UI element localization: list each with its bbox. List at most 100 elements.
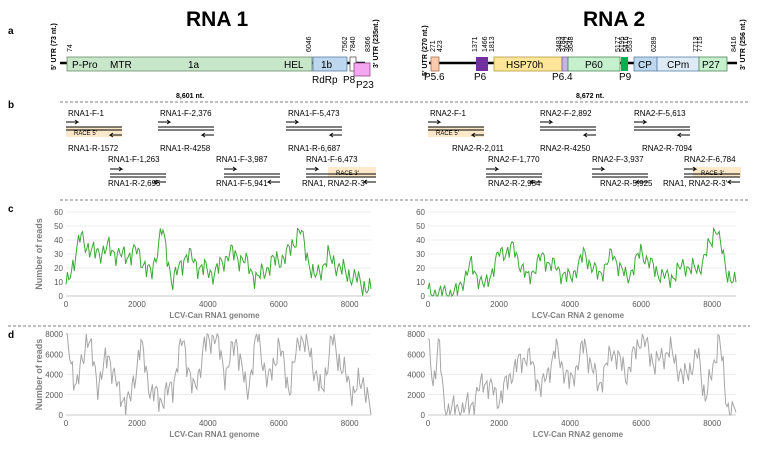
rna1-race5-label: RACE 5' [74, 131, 97, 137]
rna2-length: 8,672 nt. [576, 93, 604, 100]
chart-x-tick-label: 6000 [632, 300, 650, 309]
chart-y-tick-label: 4000 [45, 371, 63, 380]
rna2-tick-label: 7713 [693, 36, 700, 52]
rna2-tick-label: 3648 [568, 36, 575, 52]
rna2-tick-label: 5416 [623, 36, 630, 52]
chart-x-tick-label: 0 [426, 300, 431, 309]
rna2-tick-label: 7715 [697, 36, 704, 52]
rna1-utr3-label: 3' UTR (235nt.) [373, 19, 380, 68]
primer-reverse-arrow [470, 132, 484, 138]
p60-label: P60 [585, 60, 603, 71]
rna2-forward-primer-label: RNA2-F-5,613 [634, 109, 686, 118]
chart-y-tick-label: 30 [54, 250, 63, 259]
rna2-tick-label: 6289 [651, 36, 658, 52]
rna2-forward-primer-label: RNA2-F-1 [430, 109, 467, 118]
primer-reverse-arrow [328, 132, 342, 138]
rna2-forward-primer-label: RNA2-F-2,892 [540, 109, 592, 118]
primer-forward-arrow [486, 166, 500, 172]
rna2-tick-label: 1466 [482, 36, 489, 52]
chart-y-tick-label: 40 [416, 236, 425, 245]
orf1a-label-mtr: MTR [110, 60, 132, 71]
rna2-p60 [567, 56, 621, 72]
primer-forward-arrow [592, 166, 606, 172]
rna1-race3-box [328, 167, 376, 177]
chart-y-axis-label: Number of reads [34, 339, 44, 411]
primer-forward-arrow [110, 166, 124, 172]
rna2-tick-label: 3483 [556, 36, 563, 52]
primer-reverse-arrow [676, 132, 690, 138]
rna1-forward-primer-label: RNA1-F-2,376 [160, 109, 212, 118]
primer-forward-arrow [158, 119, 172, 125]
p64-label: P6.4 [552, 72, 573, 83]
rna1-forward-primer-label: RNA1-F-3,987 [216, 155, 268, 164]
primer-forward-arrow [286, 119, 300, 125]
primer-reverse-arrow [582, 132, 596, 138]
chart-x-tick-label: 4000 [561, 419, 579, 428]
rna2-p9 [621, 57, 628, 71]
rna2-reverse-primer-label: RNA2-R-4250 [540, 144, 591, 153]
chart-x-tick-label: 2000 [128, 419, 146, 428]
chart-y-tick-label: 10 [54, 278, 63, 287]
rna1-forward-primer-label: RNA1-F-6,473 [306, 155, 358, 164]
primer-reverse-arrow [266, 179, 280, 185]
chart-x-tick-label: 6000 [270, 419, 288, 428]
rna2-forward-primer-label: RNA2-F-1,770 [488, 155, 540, 164]
orf1a-label-1a: 1a [188, 60, 200, 71]
rna2-tick-label: 5177 [615, 36, 622, 52]
chart-series-line [427, 333, 737, 417]
rna2-p27 [698, 56, 728, 72]
rna1-orf1a [66, 56, 313, 72]
primer-forward-arrow [66, 119, 80, 125]
chart-x-tick-label: 6000 [270, 300, 288, 309]
rna2-tick-label: 423 [437, 40, 444, 52]
rna2-p64 [561, 56, 569, 72]
chart-x-tick-label: 8000 [341, 300, 359, 309]
chart-y-tick-label: 20 [54, 264, 63, 273]
chart-y-tick-label: 6000 [45, 350, 63, 359]
rna2-reverse-primer-label: RNA2-R-2,011 [452, 144, 504, 153]
p6-label: P6 [474, 72, 487, 83]
rna1-reverse-primer-label: RNA1-R-6,687 [288, 144, 341, 153]
chart-x-tick-label: 2000 [490, 300, 508, 309]
rdrp-label: RdRp [312, 75, 338, 86]
chart-x-tick-label: 0 [64, 300, 69, 309]
chart-y-tick-label: 50 [54, 222, 63, 231]
rna2-tick-label: 1371 [472, 36, 479, 52]
rna2-race3-box [693, 167, 741, 177]
chart-x-axis-label: LCV-Can RNA 2 genome [532, 311, 625, 320]
chart-x-tick-label: 8000 [703, 300, 721, 309]
panel-label-a: a [8, 26, 14, 37]
chart-y-tick-label: 0 [59, 292, 64, 301]
chart-x-tick-label: 8000 [703, 419, 721, 428]
panel-label-d: d [8, 330, 14, 341]
chart-rna2-reads: 0 10 20 30 40 50 60 0 2000 4000 6000 8000 LCV-Can RN… [416, 208, 737, 320]
chart-y-axis-label: Number of reads [34, 218, 44, 290]
rna1-orf1b [312, 56, 348, 72]
chart-series-line [66, 332, 372, 416]
p27-label: P27 [702, 60, 720, 71]
primer-reverse-arrow [634, 179, 648, 185]
rna2-utr3-label: 3' UTR (256 nt.) [740, 19, 747, 70]
rna2-reverse-primer-label: RNA1, RNA2-R-3' [663, 179, 728, 188]
primer-reverse-arrow [152, 179, 166, 185]
p8-label: P8 [343, 75, 356, 86]
hsp70h-label: HSP70h [506, 60, 543, 71]
chart-y-tick-label: 30 [416, 250, 425, 259]
rna1-length: 8,601 nt. [176, 93, 204, 100]
chart-x-tick-label: 4000 [199, 300, 217, 309]
panel-label-b: b [8, 100, 14, 111]
primer-forward-arrow [684, 166, 698, 172]
rna2-tick-label: 3784 [560, 36, 567, 52]
primer-forward-arrow [634, 119, 648, 125]
chart-y-tick-label: 60 [54, 208, 63, 217]
chart-x-tick-label: 4000 [561, 300, 579, 309]
chart-x-tick-label: 6000 [632, 419, 650, 428]
chart-y-tick-label: 50 [416, 222, 425, 231]
rna2-race5-box [428, 127, 484, 137]
chart-x-tick-label: 0 [64, 419, 69, 428]
chart-y-tick-label: 10 [416, 278, 425, 287]
rna2-genome-map: 5' UTR (270 nt.) P5.6 P6 HSP70h P6.4 P60… [422, 19, 747, 100]
rna1-reverse-primer-label: RNA1-R-2,695 [108, 179, 161, 188]
